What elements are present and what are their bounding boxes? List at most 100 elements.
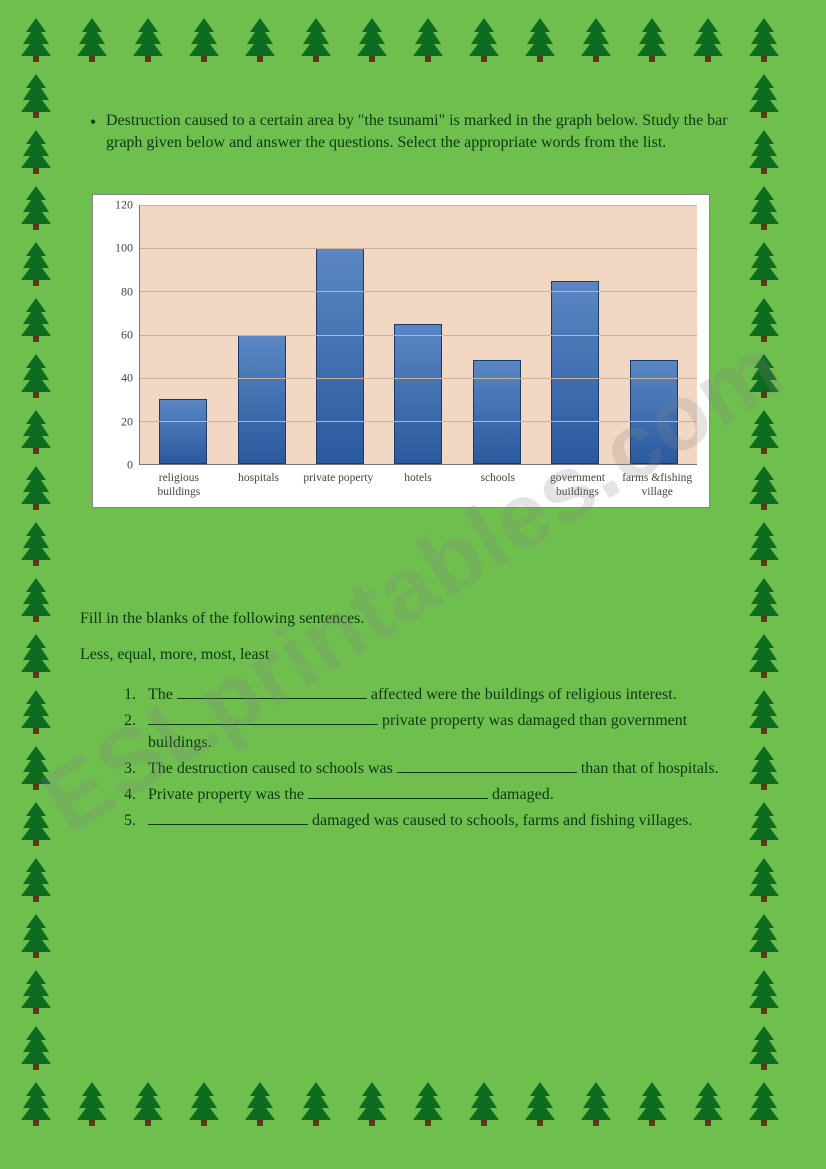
- tree-icon: [18, 186, 54, 230]
- tree-icon: [634, 1082, 670, 1126]
- x-axis-label: schools: [458, 465, 538, 499]
- y-tick-label: 20: [105, 414, 133, 429]
- y-tick-label: 80: [105, 284, 133, 299]
- y-axis: 020406080100120: [105, 205, 139, 465]
- tree-icon: [746, 242, 782, 286]
- tree-icon: [746, 690, 782, 734]
- tree-icon: [18, 1026, 54, 1070]
- tree-icon: [578, 18, 614, 62]
- bullet: •: [80, 110, 106, 154]
- question-text: The affected were the buildings of relig…: [148, 684, 740, 706]
- tree-icon: [18, 802, 54, 846]
- instruction-block: • Destruction caused to a certain area b…: [80, 110, 740, 154]
- question-text: private property was damaged than govern…: [148, 710, 740, 754]
- question-text: damaged was caused to schools, farms and…: [148, 810, 740, 832]
- question-row: 3.The destruction caused to schools was …: [124, 758, 740, 780]
- question-number: 5.: [124, 810, 148, 832]
- tree-icon: [746, 634, 782, 678]
- gridline: [140, 291, 697, 292]
- tree-icon: [186, 18, 222, 62]
- gridline: [140, 378, 697, 379]
- tree-icon: [522, 1082, 558, 1126]
- tree-icon: [18, 634, 54, 678]
- tree-icon: [18, 1082, 54, 1126]
- tree-icon: [18, 18, 54, 62]
- gridline: [140, 248, 697, 249]
- y-tick-label: 40: [105, 371, 133, 386]
- y-tick-label: 0: [105, 458, 133, 473]
- tree-icon: [746, 410, 782, 454]
- tree-icon: [242, 18, 278, 62]
- tree-icon: [746, 74, 782, 118]
- tree-icon: [186, 1082, 222, 1126]
- y-tick-label: 100: [105, 241, 133, 256]
- tree-icon: [410, 1082, 446, 1126]
- tree-icon: [74, 18, 110, 62]
- content-area: • Destruction caused to a certain area b…: [80, 110, 740, 836]
- tree-icon: [18, 522, 54, 566]
- y-tick-label: 120: [105, 198, 133, 213]
- tree-icon: [746, 522, 782, 566]
- tree-icon: [18, 242, 54, 286]
- fill-heading: Fill in the blanks of the following sent…: [80, 608, 740, 630]
- blank-field[interactable]: [177, 685, 367, 699]
- bar: [394, 324, 442, 464]
- tree-icon: [746, 1026, 782, 1070]
- tree-icon: [746, 858, 782, 902]
- blank-field[interactable]: [397, 759, 577, 773]
- y-tick-label: 60: [105, 328, 133, 343]
- tree-icon: [746, 130, 782, 174]
- bar: [551, 281, 599, 464]
- question-text: The destruction caused to schools was th…: [148, 758, 740, 780]
- blank-field[interactable]: [308, 785, 488, 799]
- x-axis-label: hospitals: [219, 465, 299, 499]
- tree-icon: [18, 858, 54, 902]
- tree-icon: [746, 578, 782, 622]
- tree-icon: [298, 18, 334, 62]
- tree-icon: [746, 970, 782, 1014]
- tree-icon: [466, 18, 502, 62]
- tree-icon: [18, 746, 54, 790]
- tree-icon: [354, 1082, 390, 1126]
- tree-icon: [690, 1082, 726, 1126]
- x-axis-label: government buildings: [538, 465, 618, 499]
- tree-icon: [242, 1082, 278, 1126]
- question-number: 1.: [124, 684, 148, 706]
- blank-field[interactable]: [148, 711, 378, 725]
- tree-icon: [746, 914, 782, 958]
- question-number: 2.: [124, 710, 148, 754]
- tree-icon: [18, 130, 54, 174]
- question-number: 3.: [124, 758, 148, 780]
- x-axis-label: private poperty: [298, 465, 378, 499]
- x-axis-label: hotels: [378, 465, 458, 499]
- tree-icon: [18, 298, 54, 342]
- bar: [630, 360, 678, 464]
- tree-icon: [466, 1082, 502, 1126]
- question-row: 4.Private property was the damaged.: [124, 784, 740, 806]
- tree-icon: [18, 354, 54, 398]
- chart-container: 0 20 40 60 80 100 120 religious buildingshospi…: [92, 194, 710, 508]
- tree-icon: [746, 354, 782, 398]
- gridline: [140, 335, 697, 336]
- question-row: 2. private property was damaged than gov…: [124, 710, 740, 754]
- tree-icon: [74, 1082, 110, 1126]
- question-row: 1.The affected were the buildings of rel…: [124, 684, 740, 706]
- blank-field[interactable]: [148, 811, 308, 825]
- fill-blanks-section: Fill in the blanks of the following sent…: [80, 608, 740, 832]
- tree-icon: [18, 578, 54, 622]
- tree-icon: [130, 18, 166, 62]
- tree-icon: [18, 74, 54, 118]
- bar: [316, 248, 364, 464]
- bar: [238, 335, 286, 465]
- tree-icon: [746, 298, 782, 342]
- bar: [473, 360, 521, 464]
- x-axis-label: religious buildings: [139, 465, 219, 499]
- instruction-text: Destruction caused to a certain area by …: [106, 110, 740, 154]
- tree-icon: [298, 1082, 334, 1126]
- tree-icon: [690, 18, 726, 62]
- tree-icon: [746, 746, 782, 790]
- tree-icon: [522, 18, 558, 62]
- x-axis-label: farms &fishing village: [617, 465, 697, 499]
- questions-list: 1.The affected were the buildings of rel…: [80, 684, 740, 832]
- gridline: [140, 421, 697, 422]
